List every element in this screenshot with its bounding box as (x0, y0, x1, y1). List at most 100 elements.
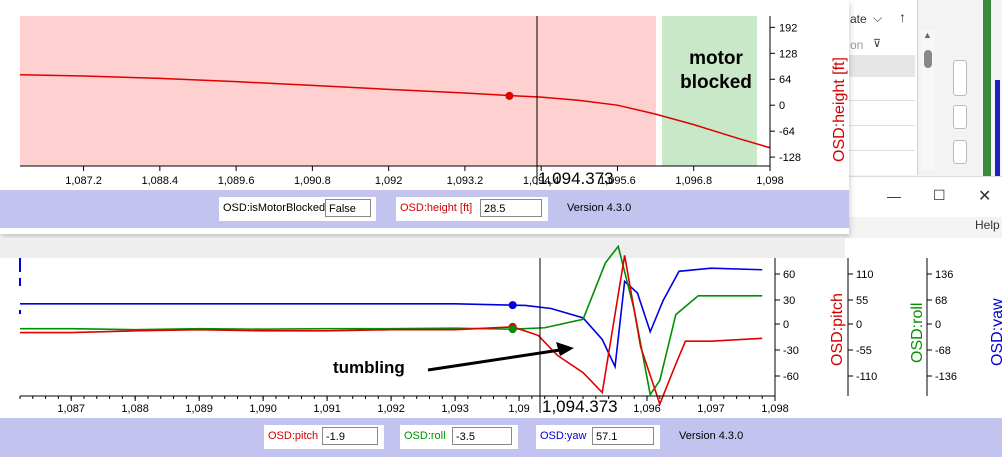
motor-free-region (662, 16, 757, 166)
motor-blocked-field: OSD:isMotorBlocked False (219, 197, 376, 221)
cursor-value-label: 1,094.373 (542, 397, 618, 416)
height-axis-label: OSD:height [ft] (831, 57, 848, 162)
x-tick-label: 1,089 (185, 403, 213, 415)
y-tick-label: -68 (935, 345, 951, 357)
y-tick-label: 60 (783, 269, 795, 281)
date-column-header[interactable]: ate (850, 12, 867, 26)
side-button[interactable] (953, 140, 967, 164)
sort-up-icon[interactable]: ↑ (899, 9, 906, 25)
green-bar (983, 0, 991, 176)
height-series-line (19, 74, 771, 149)
roll-value[interactable]: -3.5 (452, 427, 512, 445)
motor-blocked-region (20, 16, 656, 166)
yaw-series-line (20, 267, 763, 370)
top-status-bar: OSD:isMotorBlocked False OSD:height [ft]… (0, 190, 849, 228)
annotation-arrowhead (556, 342, 574, 356)
chevron-down-icon[interactable]: ⌵ (873, 11, 883, 25)
x-tick-label: 1,095.6 (599, 175, 636, 187)
y-tick-label: -64 (779, 126, 795, 138)
pitch-value[interactable]: -1.9 (322, 427, 378, 445)
selected-row[interactable] (845, 55, 915, 77)
pitch-field: OSD:pitch -1.9 (264, 425, 384, 449)
side-button[interactable] (953, 105, 967, 129)
y-tick-label: -128 (779, 152, 801, 164)
y-tick-label: 128 (779, 48, 797, 60)
x-tick-label: 1,096 (633, 403, 661, 415)
height-label: OSD:height [ft] (400, 202, 473, 214)
pitch-label: OSD:pitch (268, 430, 319, 442)
roll-cursor-marker (508, 325, 517, 334)
y-tick-label: 68 (935, 295, 947, 307)
motor-blocked-label-line2: blocked (680, 72, 752, 93)
y-tick-label: 110 (856, 269, 874, 281)
row-divider (845, 150, 915, 151)
scrollbar-track[interactable]: ▲ (921, 30, 935, 170)
pitch-series-line (20, 255, 763, 407)
y-tick-label: 55 (856, 295, 868, 307)
x-tick-label: 1,088 (121, 403, 149, 415)
annotation-arrow-line (427, 348, 561, 372)
x-tick-label: 1,091 (313, 403, 341, 415)
height-chart[interactable]: 1,087.2 1,088.4 1,089.6 1,090.8 1,092 1,093.2… (0, 0, 849, 190)
x-tick-label: 1,092 (375, 175, 403, 187)
height-value[interactable]: 28.5 (480, 199, 542, 217)
x-tick-label: 1,090.8 (294, 175, 331, 187)
version-label: Version 4.3.0 (567, 202, 632, 214)
side-button[interactable] (953, 60, 967, 96)
height-field: OSD:height [ft] 28.5 (396, 197, 548, 221)
bottom-chart-window: 1,087 1,088 1,089 1,090 1,091 1,092 1,093 1,09 1… (0, 238, 1002, 457)
x-tick-label: 1,093 (441, 403, 469, 415)
y-tick-label: -110 (856, 371, 877, 383)
x-tick-label: 1,087.2 (65, 175, 102, 187)
on-column-label: on (850, 38, 864, 52)
y-tick-label: 136 (935, 269, 953, 281)
y-tick-label: -60 (783, 371, 799, 383)
y-tick-label: 30 (783, 295, 795, 307)
yaw-axis-label: OSD:yaw (989, 298, 1002, 366)
minimize-icon[interactable]: — (887, 188, 901, 204)
height-cursor-marker (505, 91, 514, 100)
y-tick-label: 0 (779, 100, 785, 112)
maximize-icon[interactable]: ☐ (933, 187, 946, 203)
close-icon[interactable]: ✕ (978, 188, 992, 205)
pitch-axis-label: OSD:pitch (829, 293, 846, 366)
scrollbar-thumb[interactable] (924, 50, 932, 68)
y-tick-label: 192 (779, 22, 797, 34)
y-tick-label: -30 (783, 345, 799, 357)
x-tick-label: 1,09 (508, 403, 529, 415)
y-tick-label: 0 (935, 319, 941, 331)
x-tick-label: 1,093.2 (447, 175, 484, 187)
bottom-status-bar: OSD:pitch -1.9 OSD:roll -3.5 OSD:yaw 57.… (0, 418, 1002, 457)
y-tick-label: -136 (935, 371, 957, 383)
cursor-value-label: 1,094.373 (538, 169, 614, 188)
x-tick-label: 1,090 (249, 403, 277, 415)
motor-blocked-label-line1: motor (689, 48, 743, 69)
tumbling-label: tumbling (333, 358, 405, 377)
attitude-chart[interactable]: 1,087 1,088 1,089 1,090 1,091 1,092 1,093 1,09 1… (0, 238, 1002, 418)
x-tick-label: 1,088.4 (141, 175, 178, 187)
motor-blocked-label: OSD:isMotorBlocked (223, 202, 326, 214)
row-divider (845, 125, 915, 126)
help-menu[interactable]: Help (975, 218, 1000, 232)
yaw-field: OSD:yaw 57.1 (536, 425, 660, 449)
yaw-cursor-marker (508, 301, 517, 310)
x-tick-label: 1,092 (377, 403, 405, 415)
filter-icon[interactable]: ⊽ (873, 38, 882, 50)
y-tick-label: 0 (783, 319, 789, 331)
roll-series-line (20, 244, 763, 397)
x-tick-label: 1,096.8 (675, 175, 712, 187)
blue-bar (995, 80, 1000, 176)
row-divider (845, 100, 915, 101)
x-tick-label: 1,098 (756, 175, 784, 187)
y-tick-label: 0 (856, 319, 862, 331)
x-tick-label: 1,087 (57, 403, 85, 415)
x-tick-label: 1,097 (697, 403, 725, 415)
background-window-panel (845, 0, 918, 175)
top-chart-window: 1,087.2 1,088.4 1,089.6 1,090.8 1,092 1,093.2… (0, 0, 849, 234)
scroll-up-icon[interactable]: ▲ (923, 30, 932, 40)
roll-axis-label: OSD:roll (909, 303, 926, 363)
yaw-value[interactable]: 57.1 (592, 427, 654, 445)
roll-field: OSD:roll -3.5 (400, 425, 518, 449)
x-tick-label: 1,089.6 (218, 175, 255, 187)
motor-blocked-value[interactable]: False (325, 199, 371, 217)
